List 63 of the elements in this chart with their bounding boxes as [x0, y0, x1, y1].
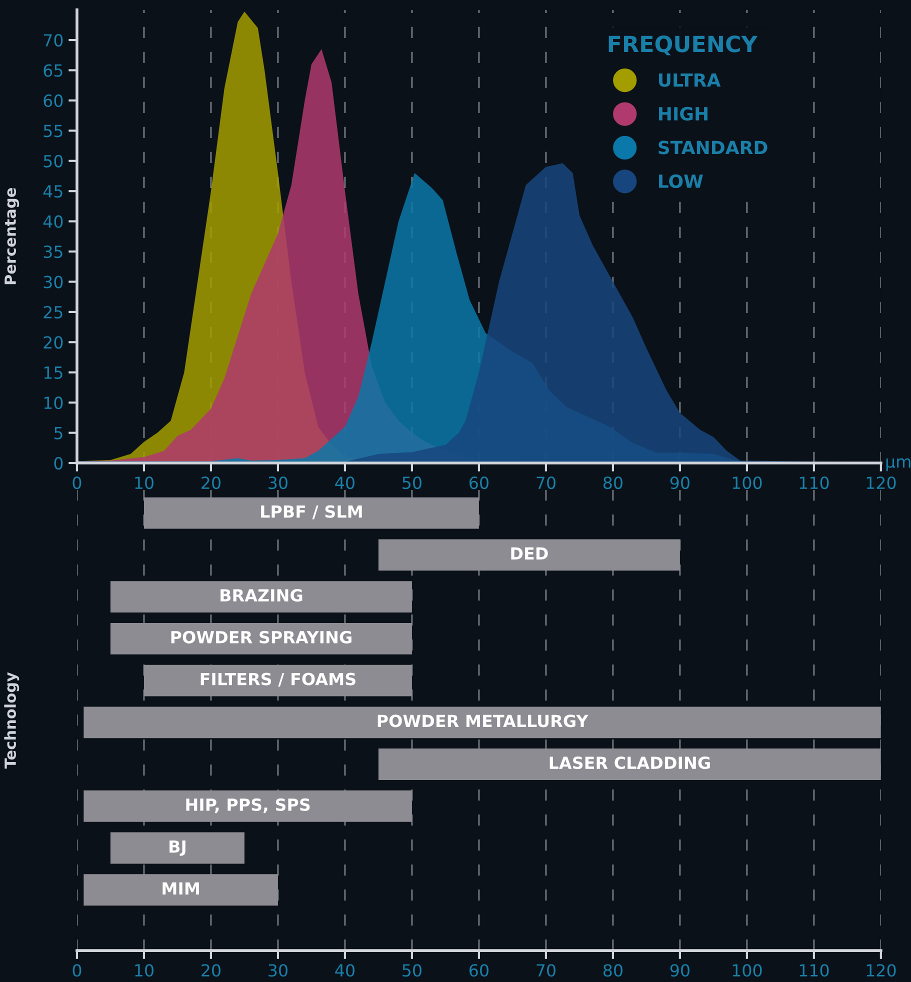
bar	[378, 539, 680, 571]
x-tick-label: 0	[72, 476, 82, 490]
y-tick-label: 40	[43, 215, 63, 228]
x-axis-title: µm	[886, 458, 910, 472]
x-tick-label: 10	[135, 476, 154, 490]
bar	[84, 790, 412, 822]
x-tick-label: 60	[470, 964, 488, 977]
legend-label: STANDARD	[658, 140, 768, 154]
bar	[110, 832, 244, 864]
legend-label: LOW	[659, 174, 703, 188]
y-tick-label: 10	[44, 396, 63, 410]
y-tick-label: LPBF / SLM	[261, 505, 362, 520]
x-tick-label: 10	[135, 964, 154, 977]
y-tick-label: 20	[44, 336, 63, 349]
x-tick-label: 100	[732, 964, 762, 977]
x-tick-label: 60	[470, 476, 488, 490]
y-tick-label: POWDER SPRAYING	[171, 630, 352, 644]
x-tick-label: 110	[800, 476, 829, 490]
bar	[84, 874, 278, 906]
y-tick-label: 50	[44, 154, 63, 168]
y-tick-label: LASER CLADDING	[550, 756, 710, 770]
legend-label: HIGH	[659, 106, 708, 121]
y-tick-label: FILTERS / FOAMS	[200, 672, 356, 687]
y-tick-label: 70	[44, 34, 63, 47]
y-tick-label: DED	[511, 547, 548, 560]
x-tick-label: 50	[402, 476, 422, 490]
y-tick-label: 45	[43, 185, 62, 198]
y-tick-label: 55	[44, 124, 62, 138]
y-tick-label: BRAZING	[220, 589, 302, 602]
x-tick-label: 20	[202, 476, 220, 490]
bar	[378, 748, 881, 780]
y-tick-label: 15	[44, 366, 62, 379]
x-tick-label: 110	[800, 964, 829, 977]
y-tick-label: HIP, PPS, SPS	[186, 798, 310, 814]
x-tick-label: 120	[866, 476, 896, 490]
x-tick-label: 90	[670, 476, 690, 490]
x-tick-label: 80	[603, 476, 622, 490]
y-tick-label: 35	[44, 245, 62, 258]
y-tick-label: 0	[54, 456, 63, 470]
y-tick-label: 60	[44, 94, 63, 108]
y-tick-label: 65	[44, 64, 62, 77]
x-tick-label: 0	[72, 964, 82, 977]
y-tick-label: 30	[44, 276, 63, 288]
legend-label: ULTRA	[659, 73, 721, 87]
x-tick-label: 70	[536, 964, 556, 977]
bar	[84, 706, 881, 738]
x-tick-label: 20	[202, 964, 220, 977]
y-axis-title: Percentage	[4, 188, 20, 284]
y-tick-label: POWDER METALLURGY	[378, 714, 588, 728]
legend-title: FREQUENCY	[608, 36, 758, 56]
x-tick-label: 80	[603, 964, 622, 977]
bar	[144, 497, 479, 529]
x-tick-label: 100	[732, 476, 762, 490]
x-tick-label: 120	[866, 964, 896, 977]
y-axis-title: Technology	[4, 672, 20, 769]
y-tick-label: BJ	[170, 840, 186, 856]
x-tick-label: 70	[536, 476, 556, 490]
y-tick-label: 25	[44, 306, 62, 319]
y-tick-label: 5	[54, 426, 62, 440]
x-tick-label: 90	[670, 964, 690, 977]
y-tick-label: MIM	[162, 882, 199, 894]
bar	[110, 581, 412, 612]
x-tick-label: 50	[402, 964, 422, 977]
